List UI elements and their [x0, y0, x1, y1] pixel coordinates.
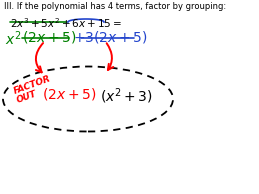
Text: $2x^3 + 5x^2 + 6x + 15 =$: $2x^3 + 5x^2 + 6x + 15 =$: [10, 16, 122, 30]
Text: $(2x+5)$: $(2x+5)$: [42, 86, 97, 102]
Text: $x^2$: $x^2$: [5, 29, 21, 48]
Text: $(x^2+3)$: $(x^2+3)$: [100, 86, 153, 106]
Text: $(2x+5)$: $(2x+5)$: [22, 29, 76, 45]
Text: III. If the polynomial has 4 terms, factor by grouping:: III. If the polynomial has 4 terms, fact…: [4, 2, 226, 11]
Text: FACTOR
OUT: FACTOR OUT: [12, 74, 55, 105]
Text: $+ 3(2x+5)$: $+ 3(2x+5)$: [73, 29, 148, 45]
